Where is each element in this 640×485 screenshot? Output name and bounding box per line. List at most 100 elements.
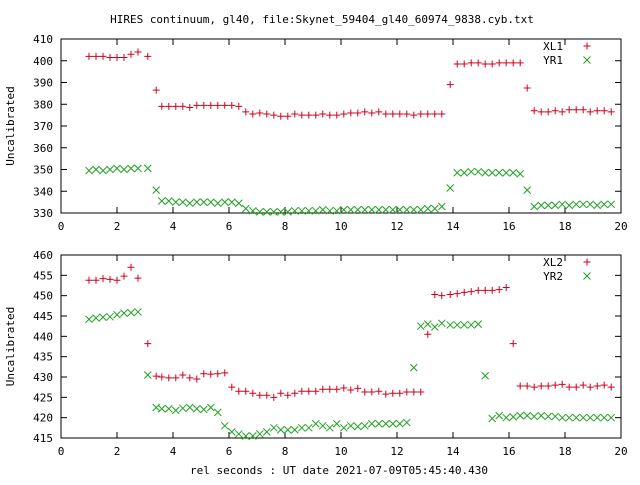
data-point-yr2 <box>178 404 187 413</box>
data-point-xl2 <box>200 370 208 378</box>
data-point-xl1 <box>474 59 482 67</box>
data-point-xl2 <box>179 371 187 379</box>
data-point-xl1 <box>361 108 369 116</box>
data-point-xl1 <box>106 53 114 61</box>
x-tick-label: 8 <box>282 445 289 458</box>
data-point-xl2 <box>607 383 615 391</box>
data-point-xl1 <box>312 111 320 119</box>
data-point-xl2 <box>326 385 334 393</box>
y-tick-label: 460 <box>33 249 53 262</box>
data-point-xl1 <box>179 102 187 110</box>
data-point-xl1 <box>256 109 264 117</box>
data-point-yr2 <box>99 313 107 322</box>
data-point-xl2 <box>446 290 454 298</box>
y-tick-label: 340 <box>33 185 53 198</box>
data-point-yr1 <box>558 200 567 209</box>
data-point-xl1 <box>144 52 152 60</box>
data-point-yr2 <box>255 430 264 438</box>
x-tick-label: 4 <box>170 445 177 458</box>
x-tick-label: 4 <box>170 220 177 233</box>
data-point-xl1 <box>607 108 615 116</box>
data-point-xl1 <box>460 60 468 68</box>
data-point-xl1 <box>228 101 236 109</box>
data-point-yr1 <box>353 205 362 214</box>
data-point-yr2 <box>113 310 121 319</box>
data-point-yr1 <box>402 205 411 214</box>
data-point-xl1 <box>134 48 142 56</box>
data-point-xl2 <box>558 380 566 388</box>
data-point-xl2 <box>530 383 538 391</box>
data-point-xl2 <box>389 389 397 397</box>
y-tick-label: 390 <box>33 77 53 90</box>
data-point-yr1 <box>241 204 250 213</box>
data-point-xl2 <box>263 391 271 399</box>
data-point-xl1 <box>113 53 121 61</box>
data-point-xl1 <box>396 110 404 118</box>
data-point-xl1 <box>99 52 107 60</box>
y-tick-label: 455 <box>33 269 53 282</box>
data-point-xl1 <box>200 101 208 109</box>
data-point-yr2 <box>388 419 397 428</box>
data-point-xl1 <box>523 84 531 92</box>
data-point-yr2 <box>579 413 588 422</box>
data-point-yr2 <box>551 412 560 421</box>
data-point-xl1 <box>558 108 566 116</box>
data-point-xl1 <box>410 111 418 119</box>
data-point-yr1 <box>381 205 390 214</box>
legend-label: XL2 <box>543 256 563 269</box>
data-point-yr1 <box>262 208 271 216</box>
data-point-xl2 <box>291 389 299 397</box>
data-point-yr2 <box>572 413 581 422</box>
data-point-yr2 <box>437 319 446 328</box>
plot-frame <box>60 38 622 214</box>
data-point-yr2 <box>409 363 418 372</box>
data-point-xl2 <box>347 386 355 394</box>
data-point-xl2 <box>565 383 573 391</box>
data-point-xl1 <box>467 59 475 67</box>
data-point-yr2 <box>269 423 278 432</box>
data-point-xl1 <box>263 110 271 118</box>
data-point-xl2 <box>158 373 166 381</box>
x-tick-label: 0 <box>58 445 65 458</box>
data-point-yr2 <box>106 312 114 321</box>
x-tick-label: 6 <box>226 220 233 233</box>
data-point-xl2 <box>85 276 93 284</box>
data-point-xl2 <box>235 387 243 395</box>
data-point-yr1 <box>164 197 173 205</box>
data-point-yr2 <box>460 321 469 329</box>
data-point-yr2 <box>346 421 355 430</box>
data-point-xl2 <box>99 275 107 283</box>
y-axis-label: Uncalibrated <box>4 307 17 386</box>
data-point-yr2 <box>120 309 128 318</box>
data-point-xl2 <box>551 381 559 389</box>
data-point-yr1 <box>178 198 187 206</box>
y-tick-label: 350 <box>33 164 53 177</box>
y-tick-label: 330 <box>33 207 53 220</box>
data-point-yr1 <box>544 201 553 210</box>
x-tick-label: 12 <box>390 445 403 458</box>
data-point-xl2 <box>586 383 594 391</box>
data-point-xl1 <box>207 101 215 109</box>
data-point-yr1 <box>502 168 511 177</box>
data-point-xl2 <box>600 381 608 389</box>
data-point-yr1 <box>388 205 397 214</box>
data-point-yr2 <box>164 404 173 413</box>
data-point-yr1 <box>437 202 446 211</box>
data-point-yr1 <box>409 205 418 214</box>
data-point-xl2 <box>424 330 432 338</box>
data-point-xl2 <box>460 288 468 296</box>
data-point-xl1 <box>326 111 334 119</box>
data-point-yr2 <box>134 308 142 316</box>
x-tick-label: 20 <box>614 445 627 458</box>
data-point-yr2 <box>325 423 334 432</box>
data-point-yr2 <box>234 430 243 438</box>
legend-marker-xl1 <box>583 42 591 50</box>
data-point-yr1 <box>460 168 469 177</box>
data-point-xl2 <box>481 286 489 294</box>
data-point-yr2 <box>530 412 539 421</box>
data-point-yr1 <box>85 166 93 175</box>
data-point-xl1 <box>242 108 250 116</box>
data-point-yr1 <box>586 200 595 209</box>
y-tick-label: 435 <box>33 351 53 364</box>
data-point-yr1 <box>171 198 180 206</box>
